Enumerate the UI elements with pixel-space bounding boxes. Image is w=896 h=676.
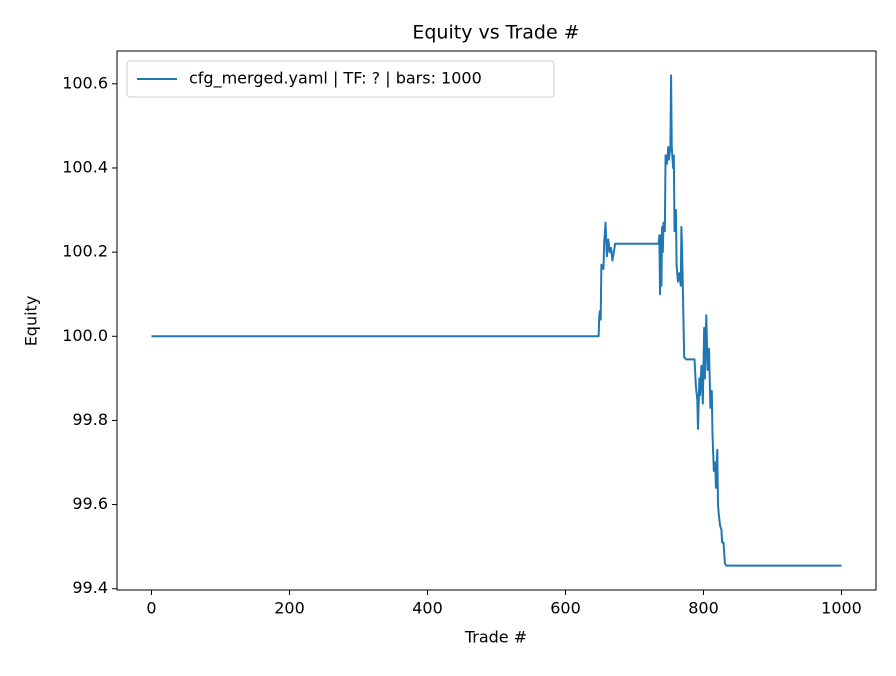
line <box>151 74 842 567</box>
x-tick-label: 1000 <box>821 599 862 618</box>
y-tick-label: 100.6 <box>62 73 108 92</box>
x-tick-label: 0 <box>146 599 156 618</box>
y-tick-label: 99.4 <box>72 578 108 597</box>
y-tick-label: 99.6 <box>72 494 108 513</box>
plot-frame <box>116 50 877 591</box>
x-tick-label: 400 <box>412 599 443 618</box>
x-axis-label: Trade # <box>464 628 527 647</box>
x-tick-label: 600 <box>550 599 581 618</box>
x-tick-label: 800 <box>688 599 719 618</box>
y-tick-label: 99.8 <box>72 410 108 429</box>
y-axis-label: Equity <box>22 296 41 347</box>
legend-box <box>126 60 555 98</box>
y-tick-label: 100.0 <box>62 326 108 345</box>
y-tick-label: 100.4 <box>62 157 108 176</box>
y-tick-label: 100.2 <box>62 242 108 261</box>
chart-title: Equity vs Trade # <box>412 22 579 44</box>
x-tick-label: 200 <box>274 599 305 618</box>
legend-label: cfg_merged.yaml | TF: ? | bars: 1000 <box>189 69 482 89</box>
